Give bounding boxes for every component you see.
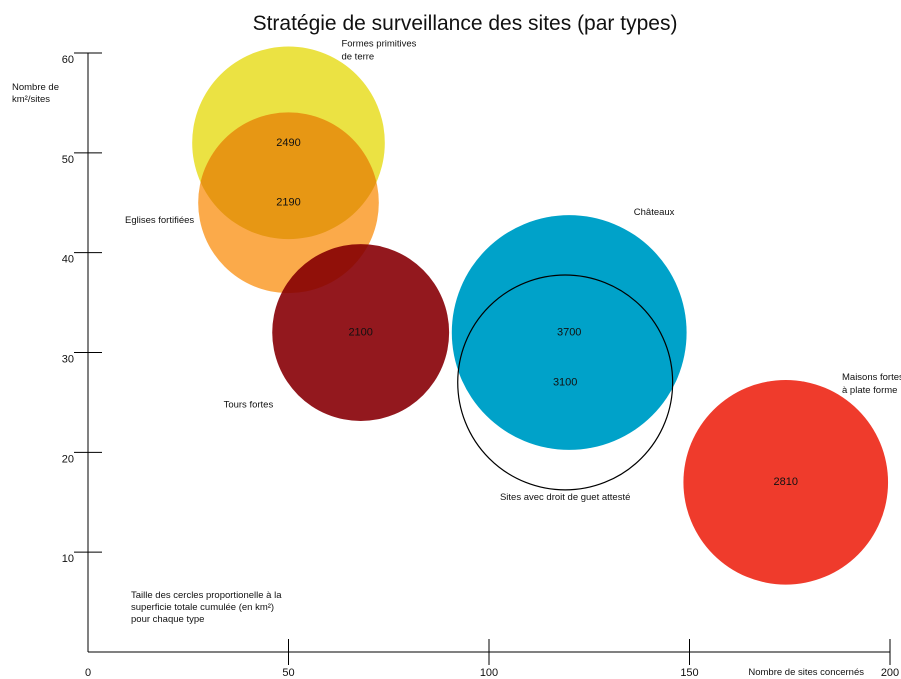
bubbles: [192, 46, 889, 585]
y-tick-label: 10: [62, 553, 74, 565]
bubble-category-label: Maisons fortes à plate forme: [842, 372, 901, 396]
x-axis-label: Nombre de sites concernés: [748, 667, 864, 678]
size-note-line: pour chaque type: [131, 614, 204, 625]
bubble-value-label: 2490: [276, 137, 300, 149]
bubble-labels: 2490 2190 2100 3700 3100 2810 Formes primitive…: [125, 39, 901, 503]
bubble-value-label: 3100: [553, 376, 577, 388]
bubble-category-label-line: de terre: [341, 52, 374, 63]
y-tick-label: 60: [62, 54, 74, 66]
bubble-value-label: 3700: [557, 326, 581, 338]
size-note-line: superficie totale cumulée (en km²): [131, 602, 274, 613]
bubble-category-label: Sites avec droit de guet attesté: [500, 492, 630, 503]
x-tick-label: 200: [881, 667, 899, 679]
size-note: Taille des cercles proportionelle à la s…: [131, 590, 284, 625]
bubble-category-label: Eglises fortifiées: [125, 215, 194, 226]
bubble-value-label: 2190: [276, 197, 300, 209]
bubble: [272, 244, 450, 421]
bubble-category-label: Formes primitives de terre: [341, 39, 416, 63]
y-tick-label: 30: [62, 354, 74, 366]
bubble-category-label: Tours fortes: [224, 400, 274, 411]
bubble: [451, 215, 687, 450]
bubble-category-label-line: Formes primitives: [341, 39, 416, 50]
bubble-category-label-line: Tours fortes: [224, 400, 274, 411]
bubble-category-label-line: Eglises fortifiées: [125, 215, 194, 226]
y-tick-label: 20: [62, 453, 74, 465]
bubble-category-label-line: Châteaux: [634, 207, 675, 218]
bubble-category-label-line: Maisons fortes: [842, 372, 901, 383]
y-axis-label: Nombre de km²/sites: [12, 82, 62, 105]
x-tick-label: 0: [85, 667, 91, 679]
bubble-value-label: 2100: [348, 326, 372, 338]
chart-title: Stratégie de surveillance des sites (par…: [253, 12, 678, 35]
bubble-value-label: 2810: [773, 476, 797, 488]
x-tick-label: 50: [282, 667, 294, 679]
y-tick-label: 50: [62, 154, 74, 166]
bubble-category-label: Châteaux: [634, 207, 675, 218]
y-tick-label: 40: [62, 254, 74, 266]
y-axis-label-line: Nombre de: [12, 82, 59, 93]
bubble-category-label-line: à plate forme: [842, 385, 897, 396]
x-tick-label: 100: [480, 667, 498, 679]
bubble: [198, 112, 379, 294]
bubble: [683, 379, 889, 585]
bubble-outline: [457, 274, 674, 491]
y-axis-label-line: km²/sites: [12, 94, 50, 105]
axes: 10 20 30 40 50 60 0 50 100 150 200: [62, 52, 899, 679]
size-note-line: Taille des cercles proportionelle à la: [131, 590, 282, 601]
x-tick-label: 150: [680, 667, 698, 679]
bubble-category-label-line: Sites avec droit de guet attesté: [500, 492, 630, 503]
